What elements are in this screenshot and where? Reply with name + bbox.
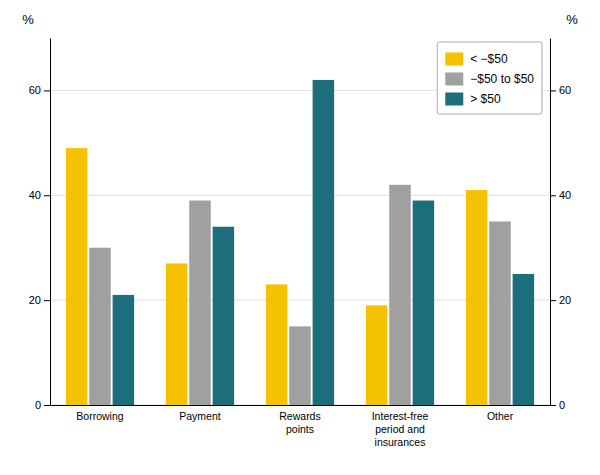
bar	[166, 263, 188, 405]
x-tick: Borrowing	[76, 410, 123, 422]
legend-item: > $50	[445, 92, 501, 106]
bar	[413, 201, 435, 405]
legend-swatch	[445, 93, 463, 106]
y2-tick: 60	[550, 84, 571, 96]
y2-tick-mark	[550, 90, 556, 91]
y-tick-mark	[44, 90, 50, 91]
bar	[489, 222, 511, 406]
x-axis: Borrowing Payment Rewardspoints Interest-fr…	[51, 406, 551, 448]
y-tick-label: 20	[29, 294, 41, 306]
bar	[466, 190, 488, 405]
legend-swatch	[445, 53, 463, 66]
y2-tick-label: 20	[559, 294, 571, 306]
legend-swatch	[445, 73, 463, 86]
x-tick-label: Other	[487, 410, 514, 422]
bar-series	[66, 148, 488, 405]
y-tick-mark	[44, 195, 50, 196]
x-tick-label: Interest-freeperiod andinsurances	[372, 410, 429, 447]
y2-tick: 0	[550, 399, 565, 411]
bar	[89, 248, 111, 405]
x-tick-label: Payment	[179, 410, 221, 422]
y2-axis-title: %	[566, 12, 578, 27]
y-tick: 0	[35, 399, 50, 411]
y2-tick: 40	[550, 189, 571, 201]
y-axis: 0 20 40 60	[29, 39, 51, 412]
x-tick: Payment	[179, 410, 221, 422]
x-tick-label: Rewardspoints	[279, 410, 320, 435]
x-tick-label: Borrowing	[76, 410, 123, 422]
legend-box	[437, 42, 542, 114]
legend: < −$50 −$50 to $50 > $50	[437, 42, 542, 114]
x-tick: Other	[487, 410, 514, 422]
bar	[189, 201, 211, 405]
y2-tick: 20	[550, 294, 571, 306]
bar	[66, 148, 88, 405]
bar	[366, 305, 388, 405]
bar	[313, 80, 335, 405]
legend-item: < −$50	[445, 52, 508, 66]
bar-series	[89, 185, 511, 405]
x-tick-label-line: insurances	[375, 436, 426, 448]
x-tick-label-line: Borrowing	[76, 410, 123, 422]
y2-tick-label: 0	[559, 399, 565, 411]
x-tick-label-line: Interest-free	[372, 410, 429, 422]
y-tick-label: 60	[29, 84, 41, 96]
legend-label: < −$50	[470, 52, 508, 66]
bars	[66, 80, 534, 405]
y-tick: 60	[29, 84, 50, 96]
y-axis-line	[50, 39, 51, 406]
y-axis-title: %	[22, 12, 34, 27]
y-tick-mark	[44, 300, 50, 301]
y2-tick-mark	[550, 300, 556, 301]
legend-item: −$50 to $50	[445, 72, 534, 86]
bar	[266, 284, 288, 405]
y2-tick-label: 40	[559, 189, 571, 201]
legend-label: −$50 to $50	[470, 72, 534, 86]
y2-axis: 0 20 40 60	[550, 39, 571, 412]
x-tick-label-line: period and	[375, 423, 425, 435]
x-tick-label-line: Rewards	[279, 410, 320, 422]
y2-axis-line	[550, 39, 551, 406]
bar	[213, 227, 235, 405]
y2-tick-mark	[550, 405, 556, 406]
bar-series	[113, 80, 535, 405]
legend-label: > $50	[470, 92, 501, 106]
x-tick: Rewardspoints	[279, 410, 320, 435]
x-tick-label-line: Payment	[179, 410, 221, 422]
bar	[289, 326, 311, 405]
y-tick-mark	[44, 405, 50, 406]
x-tick-label-line: points	[286, 423, 314, 435]
x-tick: Interest-freeperiod andinsurances	[372, 410, 429, 447]
y-tick-label: 0	[35, 399, 41, 411]
y-tick: 20	[29, 294, 50, 306]
y2-tick-label: 60	[559, 84, 571, 96]
bar	[113, 295, 135, 405]
y2-tick-mark	[550, 195, 556, 196]
chart: 0 20 40 60 0 20 40 60 Borrowing Payment Rewardspoi…	[0, 0, 600, 475]
y-tick-label: 40	[29, 189, 41, 201]
bar	[389, 185, 411, 405]
y-tick: 40	[29, 189, 50, 201]
bar	[513, 274, 535, 405]
x-axis-line	[51, 405, 551, 406]
x-tick-label-line: Other	[487, 410, 514, 422]
grid	[50, 90, 550, 405]
